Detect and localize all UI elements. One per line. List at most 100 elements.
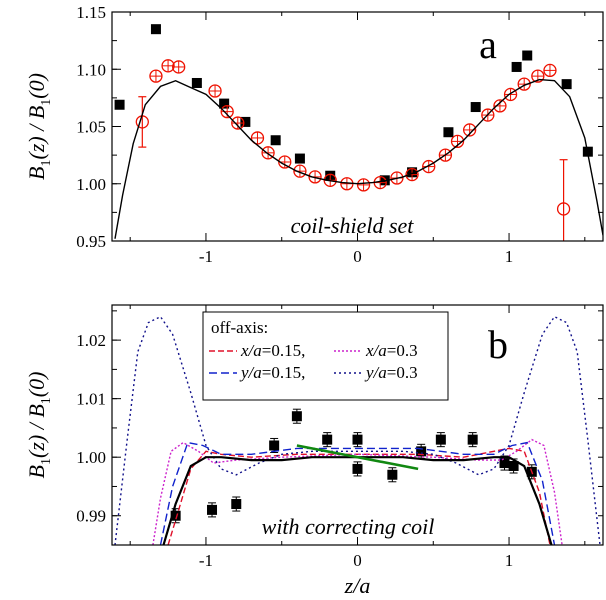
legend-entry: x/a=0.3 <box>365 341 418 360</box>
legend-entry-var: y/a <box>364 363 387 382</box>
data-point-square <box>114 99 125 110</box>
data-point-square <box>561 79 572 90</box>
data-layer <box>114 315 601 545</box>
data-point-circle <box>231 116 245 130</box>
data-point-square <box>294 153 305 164</box>
y-axis-label: B1(z) / B1(0) <box>24 372 54 479</box>
x-tick-label: 1 <box>505 551 514 570</box>
legend-entry-var: x/a <box>365 341 387 360</box>
data-point-square <box>467 434 478 445</box>
y-axis-label-part: B <box>24 404 49 417</box>
data-point-circle <box>517 77 531 91</box>
data-layer <box>114 24 603 241</box>
y-tick-label: 1.05 <box>76 118 106 137</box>
data-point-circle <box>438 148 453 162</box>
data-point-circle <box>503 87 518 102</box>
data-point-circle <box>161 59 175 73</box>
legend-entry: y/a=0.15, <box>239 363 305 382</box>
axes-frame <box>111 11 604 242</box>
data-point-square <box>291 411 302 422</box>
data-point-square <box>352 463 363 474</box>
y-axis-label-part: (z) / <box>24 119 49 159</box>
series-line-3 <box>159 441 556 545</box>
data-point-circle <box>405 167 419 182</box>
series-line-1 <box>167 447 551 545</box>
y-tick-label: 1.01 <box>76 390 106 409</box>
y-tick-label: 0.99 <box>76 507 106 526</box>
x-axis-label: z/a <box>344 573 371 598</box>
x-tick-label: -1 <box>199 247 213 266</box>
legend-entry-var: x/a <box>240 341 262 360</box>
y-axis-label-part: 1 <box>39 458 54 465</box>
y-tick-label: 1.02 <box>76 331 106 350</box>
data-point-square <box>219 98 230 109</box>
legend-box <box>202 311 449 401</box>
data-point-circle <box>422 159 436 174</box>
y-tick-label: 1.15 <box>76 3 106 22</box>
data-point-square <box>508 460 519 471</box>
y-axis-label-part: 1 <box>39 397 54 404</box>
data-point-circle <box>493 99 507 113</box>
legend-entry-value: =0.3 <box>387 341 418 360</box>
data-point-square <box>511 61 522 72</box>
data-point-square <box>416 446 427 457</box>
data-point-circle <box>390 171 404 185</box>
data-point-square <box>387 469 398 480</box>
panel-b: -1 0 1 0.99 1.00 1.01 1.02 B1(z) / B1(0) z/a b wit… <box>24 304 604 598</box>
data-point-square <box>270 135 281 146</box>
panel-annotation: coil-shield set <box>291 213 415 238</box>
data-point-square <box>191 77 202 88</box>
series-line-2 <box>152 438 563 545</box>
data-point-circle <box>208 84 222 98</box>
data-point-square <box>470 102 481 113</box>
series-line-6 <box>296 444 419 471</box>
panel-label: a <box>479 22 497 67</box>
data-point-circle <box>250 131 265 145</box>
y-tick-label: 1.00 <box>76 448 106 467</box>
y-tick-label: 1.00 <box>76 175 106 194</box>
y-axis-label-part: 1 <box>39 159 54 166</box>
x-tick-label: 1 <box>505 247 514 266</box>
data-point-square <box>170 510 181 521</box>
data-point-circle <box>278 155 292 169</box>
legend-entry-value: =0.15, <box>262 363 306 382</box>
data-point-square <box>150 24 161 35</box>
data-point-square <box>269 440 280 451</box>
x-tick-label: 0 <box>353 551 362 570</box>
panel-annotation: with correcting coil <box>262 514 435 539</box>
y-axis-label-part: (0) <box>24 73 49 99</box>
x-tick-label: -1 <box>199 551 213 570</box>
y-axis-label: B1(z) / B1(0) <box>24 73 54 180</box>
data-point-circle <box>543 63 557 78</box>
legend-title: off-axis: <box>211 318 268 337</box>
y-axis-label-part: B <box>24 166 49 179</box>
y-axis-label-part: 1 <box>39 99 54 106</box>
data-point-circle <box>556 202 571 216</box>
data-point-square <box>435 434 446 445</box>
data-point-circle <box>450 134 465 149</box>
data-point-square <box>522 50 533 61</box>
data-point-circle <box>293 164 307 178</box>
data-point-square <box>207 504 218 515</box>
data-point-square <box>499 458 510 469</box>
x-tick-label: 0 <box>353 247 362 266</box>
data-point-square <box>231 499 242 510</box>
data-point-square <box>240 116 251 127</box>
data-point-circle <box>481 108 495 122</box>
data-point-circle <box>308 170 322 184</box>
legend-entry-var: y/a <box>239 363 262 382</box>
y-axis-label-part: B <box>24 106 49 119</box>
data-point-circle <box>172 60 186 74</box>
data-point-circle <box>531 69 545 83</box>
legend-entry-value: =0.3 <box>387 363 418 382</box>
legend-entry-value: =0.15, <box>262 341 306 360</box>
panel-label: b <box>488 322 508 367</box>
data-point-square <box>443 127 454 138</box>
series-line-2 <box>114 78 603 239</box>
data-point-circle <box>149 69 163 83</box>
data-point-square <box>352 434 363 445</box>
y-tick-label: 0.95 <box>76 232 106 251</box>
legend-entry: x/a=0.15, <box>240 341 305 360</box>
